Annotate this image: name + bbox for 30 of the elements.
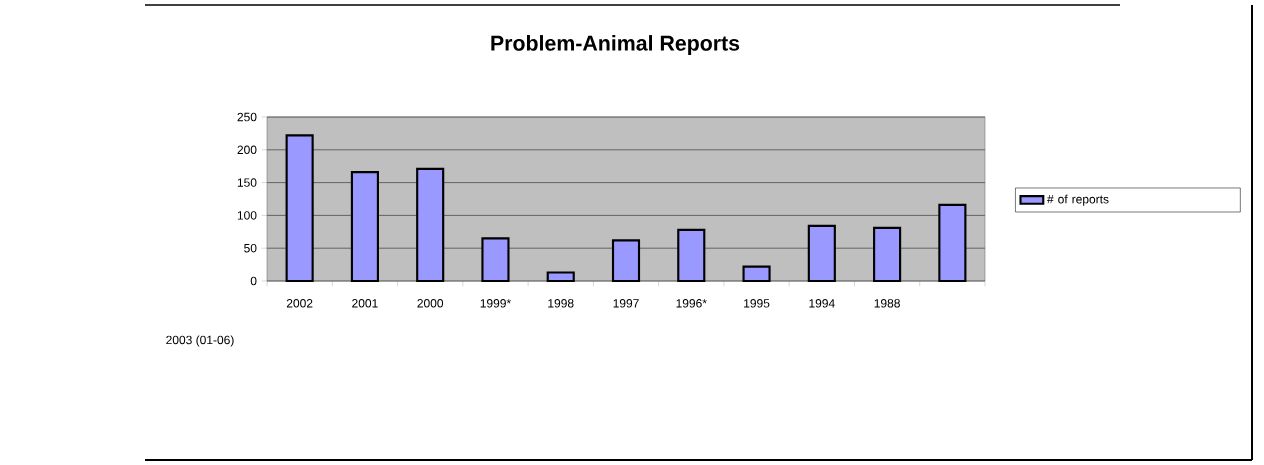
x-tick-label: 1998 bbox=[548, 299, 574, 308]
x-tick-label: 2000 bbox=[417, 299, 444, 308]
x-tick-label: 1994 bbox=[809, 299, 835, 308]
y-tick-label: 150 bbox=[237, 178, 257, 187]
y-tick-label: 250 bbox=[237, 112, 257, 122]
text: 2003 (01-06) bbox=[166, 335, 234, 347]
x-tick-label: 2002 bbox=[286, 299, 313, 308]
bar bbox=[350, 171, 379, 283]
bar bbox=[873, 226, 902, 283]
x-tick-label: 1999* bbox=[480, 299, 511, 308]
bar bbox=[416, 167, 445, 283]
bar bbox=[546, 271, 575, 283]
bar bbox=[807, 224, 836, 283]
y-tick-label: 200 bbox=[237, 145, 257, 155]
bar bbox=[677, 228, 706, 283]
bar bbox=[742, 265, 771, 283]
bar bbox=[481, 237, 510, 283]
y-tick-label: 100 bbox=[237, 211, 257, 220]
bar bbox=[938, 203, 967, 283]
y-tick-label: 0 bbox=[250, 276, 257, 286]
x-tick-label: 1997 bbox=[613, 299, 639, 308]
chart-title: Problem-Animal Reports bbox=[491, 35, 740, 55]
x-tick-label: 1988 bbox=[874, 299, 900, 308]
x-tick-label: 2001 bbox=[352, 299, 378, 308]
legend-label: # of reports bbox=[1047, 194, 1109, 206]
x-tick-label: 1996* bbox=[676, 299, 707, 308]
bar bbox=[285, 134, 314, 283]
x-tick-label: 1995 bbox=[744, 299, 770, 308]
bar bbox=[611, 239, 641, 283]
y-tick-label: 50 bbox=[244, 243, 257, 253]
